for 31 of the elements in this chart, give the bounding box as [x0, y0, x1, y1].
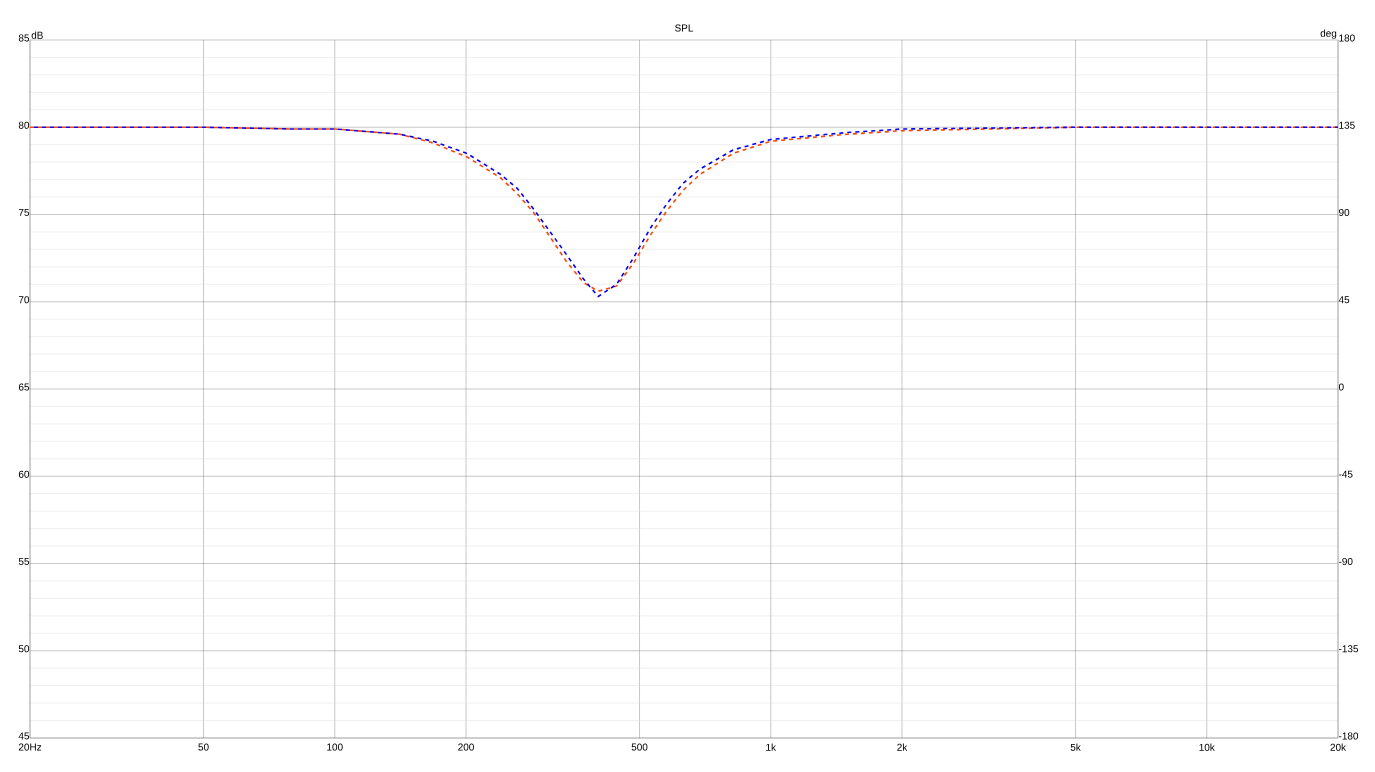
y-tick-label: 55 [18, 558, 30, 565]
y2-tick-label: -90 [1338, 557, 1353, 566]
x-tick-label: 20k [1330, 743, 1347, 751]
y-tick-label: 70 [18, 296, 30, 304]
y-axis-title: dB [31, 31, 43, 39]
x-tick-label: 10k [1199, 743, 1215, 751]
x-tick-label: 200 [458, 743, 474, 751]
y-tick-label: 50 [18, 645, 30, 653]
x-tick-label: 5k [1070, 743, 1081, 751]
y-tick-label: 80 [18, 121, 30, 129]
y-tick-label: 75 [18, 209, 30, 216]
y2-tick-label: 135 [1339, 121, 1355, 129]
x-tick-label: 500 [631, 743, 648, 751]
y-tick-label: 65 [18, 383, 30, 391]
chart-title: SPL [675, 24, 694, 32]
y-tick-label: 85 [18, 34, 30, 42]
y2-tick-label: -135 [1338, 645, 1359, 653]
x-tick-label: 50 [198, 743, 209, 751]
y2-tick-label: 45 [1338, 296, 1350, 304]
x-tick-label: 2k [897, 743, 908, 751]
y2-tick-label: 180 [1339, 34, 1355, 42]
y2-tick-label: 90 [1339, 208, 1350, 217]
y2-tick-label: 0 [1338, 383, 1344, 391]
y2-tick-label: -180 [1338, 732, 1359, 740]
x-tick-label: 20Hz [18, 743, 42, 751]
y2-tick-label: -45 [1338, 470, 1353, 478]
y2-axis-title: deg [1320, 29, 1337, 39]
x-tick-label: 1k [766, 743, 777, 751]
x-tick-label: 100 [327, 743, 343, 751]
y-tick-label: 45 [18, 732, 30, 740]
y-tick-label: 60 [18, 470, 30, 478]
